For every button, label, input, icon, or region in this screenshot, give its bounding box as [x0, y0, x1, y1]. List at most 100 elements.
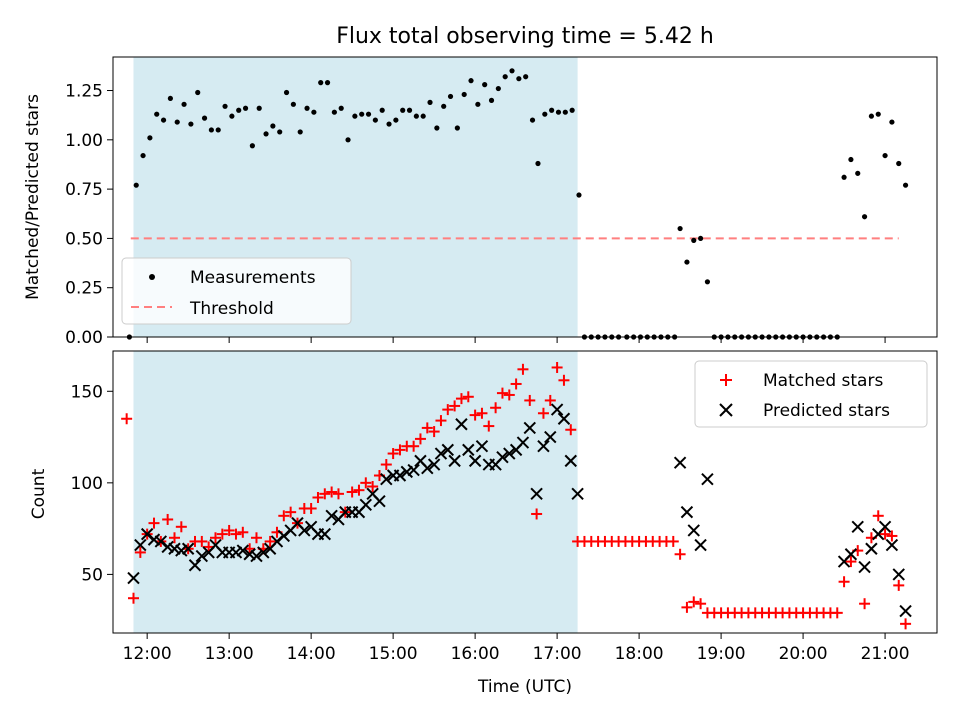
- matched-star-point: [127, 592, 139, 604]
- predicted-star-point: [503, 447, 516, 460]
- measurement-point: [549, 107, 555, 113]
- matched-star-point: [305, 502, 317, 514]
- measurement-point: [167, 95, 173, 102]
- measurement-point: [290, 101, 296, 107]
- chart-title: Flux total observing time = 5.42 h: [336, 24, 714, 49]
- predicted-star-point: [134, 538, 147, 552]
- matched-star-point: [360, 477, 372, 489]
- predicted-star-point: [701, 472, 714, 486]
- measurement-point: [896, 160, 902, 167]
- matched-star-point: [565, 424, 577, 436]
- matched-star-point: [148, 517, 160, 529]
- measurement-point: [154, 111, 160, 117]
- matched-star-point: [121, 413, 133, 425]
- measurement-point: [413, 113, 419, 119]
- predicted-star-point: [680, 505, 694, 519]
- matched-star-point: [879, 528, 891, 540]
- measurement-point: [365, 111, 372, 117]
- matched-star-point: [319, 488, 331, 500]
- predicted-star-point: [325, 509, 338, 523]
- measurement-point: [523, 74, 529, 80]
- matched-star-point: [421, 422, 433, 434]
- predicted-star-point: [373, 494, 386, 508]
- predicted-star-point: [516, 436, 530, 449]
- top-y-tick-label: 0.75: [65, 180, 103, 200]
- measurement-point: [542, 111, 548, 117]
- matched-star-point: [394, 444, 406, 456]
- measurement-point: [555, 109, 562, 115]
- measurement-point: [535, 160, 541, 167]
- matched-star-point: [476, 407, 488, 419]
- bottom-plot-frame: [112, 350, 938, 634]
- matched-star-point: [346, 486, 358, 498]
- predicted-star-point: [441, 443, 454, 457]
- matched-star-point: [544, 394, 556, 406]
- measurement-point: [569, 107, 575, 113]
- matched-star-point: [196, 535, 208, 547]
- matched-star-point: [496, 387, 508, 399]
- matched-star-point: [695, 598, 707, 610]
- top-legend-box: [121, 257, 352, 325]
- x-tick-label: 18:00: [615, 644, 664, 664]
- matched-star-point: [688, 596, 700, 608]
- predicted-star-point: [687, 524, 700, 537]
- measurement-point: [311, 109, 317, 115]
- measurement-point: [297, 129, 303, 135]
- matched-star-point: [831, 607, 843, 619]
- measurement-point: [236, 107, 242, 113]
- matched-star-point: [312, 491, 324, 503]
- matched-star-point: [490, 402, 502, 414]
- measurement-point: [697, 235, 704, 242]
- matched-star-point: [681, 601, 693, 613]
- measurement-point: [208, 127, 214, 133]
- measurement-point: [379, 107, 385, 113]
- predicted-star-point: [127, 571, 140, 585]
- matched-star-point: [264, 535, 276, 547]
- x-axis-label: Time (UTC): [477, 677, 572, 697]
- top-y-tick-label: 0.50: [65, 229, 103, 249]
- matched-star-point: [285, 506, 297, 518]
- legend-marker-measurements: [149, 274, 155, 280]
- top-legend: Measurements Threshold: [121, 257, 352, 325]
- measurement-point: [249, 143, 255, 149]
- measurement-point: [140, 152, 146, 159]
- measurement-point: [502, 74, 508, 80]
- measurement-point: [270, 123, 276, 129]
- matched-star-point: [278, 510, 290, 522]
- measurement-point: [684, 259, 690, 265]
- matched-star-point: [223, 524, 235, 536]
- measurement-point: [691, 237, 697, 243]
- bottom-axes: 50 100 150 12:00 13:00 14:00 15:00 16:00 17:00 18…: [71, 382, 910, 664]
- predicted-star-point: [537, 440, 550, 453]
- predicted-star-point: [434, 447, 448, 460]
- matched-star-point: [216, 528, 228, 540]
- matched-star-point: [674, 548, 686, 560]
- measurement-point: [454, 125, 460, 131]
- measurement-point: [529, 117, 536, 123]
- measurement-point: [495, 85, 501, 92]
- predicted-star-point: [878, 520, 892, 533]
- matched-star-point: [524, 394, 536, 406]
- top-plot-frame: [112, 56, 938, 338]
- legend-marker-predicted: [719, 403, 733, 417]
- count-series: [121, 361, 912, 630]
- x-tick-label: 19:00: [697, 644, 746, 664]
- legend-label-predicted: Predicted stars: [763, 401, 890, 421]
- measurement-point: [359, 111, 365, 117]
- measurement-point: [488, 97, 495, 103]
- measurement-point: [372, 117, 378, 123]
- matched-star-point: [551, 361, 563, 373]
- measurement-point: [331, 109, 337, 115]
- legend-label-matched: Matched stars: [763, 371, 883, 391]
- matched-star-point: [326, 486, 338, 498]
- top-y-tick-label: 0.00: [65, 328, 103, 348]
- x-tick-label: 21:00: [861, 644, 910, 664]
- matched-star-point: [900, 618, 912, 630]
- measurement-point: [875, 111, 881, 117]
- predicted-star-point: [421, 461, 434, 475]
- predicted-star-point: [468, 454, 482, 468]
- predicted-star-point: [544, 430, 557, 444]
- matched-star-point: [483, 420, 495, 432]
- legend-label-threshold: Threshold: [189, 299, 274, 319]
- measurement-point: [352, 113, 358, 119]
